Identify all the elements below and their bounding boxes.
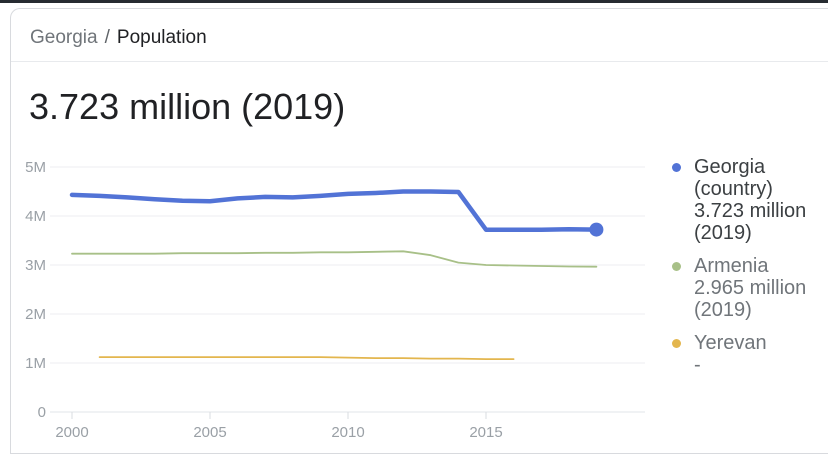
legend-label: Georgia (country) <box>694 156 773 200</box>
legend-item-yerevan: Yerevan - <box>668 332 823 376</box>
y-axis-label-1m: 1M <box>25 355 46 372</box>
window-top-border <box>0 0 828 3</box>
legend-dot-georgia-icon <box>672 163 681 172</box>
breadcrumb-current-population: Population <box>116 27 207 48</box>
x-axis-label-2010: 2010 <box>331 424 364 441</box>
breadcrumb: Georgia / Population <box>30 27 207 49</box>
series-line-armenia <box>71 250 598 268</box>
legend-text-yerevan: Yerevan - <box>694 332 823 376</box>
population-card <box>10 8 828 454</box>
legend-item-armenia: Armenia 2.965 million (2019) <box>668 255 823 321</box>
y-axis-label-4m: 4M <box>25 208 46 225</box>
page-title: 3.723 million (2019) <box>29 86 346 127</box>
chart-legend: Georgia (country) 3.723 million (2019) A… <box>668 156 823 387</box>
series-line-georgia-country <box>69 189 599 232</box>
series-line-yerevan <box>98 356 515 361</box>
legend-dot-yerevan-icon <box>672 339 681 348</box>
legend-value: 3.723 million (2019) <box>694 200 807 244</box>
y-axis-label-2m: 2M <box>25 306 46 323</box>
y-axis-label-3m: 3M <box>25 257 46 274</box>
x-axis-label-2000: 2000 <box>55 424 88 441</box>
legend-dot-armenia-icon <box>672 262 681 271</box>
x-axis-label-2015: 2015 <box>469 424 502 441</box>
breadcrumb-separator: / <box>104 27 110 48</box>
legend-text-armenia: Armenia 2.965 million (2019) <box>694 255 823 321</box>
y-axis-label-0: 0 <box>38 404 46 421</box>
breadcrumb-divider <box>11 61 828 62</box>
legend-text-georgia: Georgia (country) 3.723 million (2019) <box>694 156 823 244</box>
legend-value: - <box>694 354 701 376</box>
y-axis-label-5m: 5M <box>25 159 46 176</box>
legend-value: 2.965 million (2019) <box>694 277 807 321</box>
legend-label: Armenia <box>694 255 769 277</box>
legend-item-georgia: Georgia (country) 3.723 million (2019) <box>668 156 823 244</box>
legend-label: Yerevan <box>694 332 767 354</box>
x-axis-label-2005: 2005 <box>193 424 226 441</box>
series-end-dot-georgia-country <box>589 222 604 237</box>
breadcrumb-link-georgia[interactable]: Georgia <box>30 27 98 48</box>
